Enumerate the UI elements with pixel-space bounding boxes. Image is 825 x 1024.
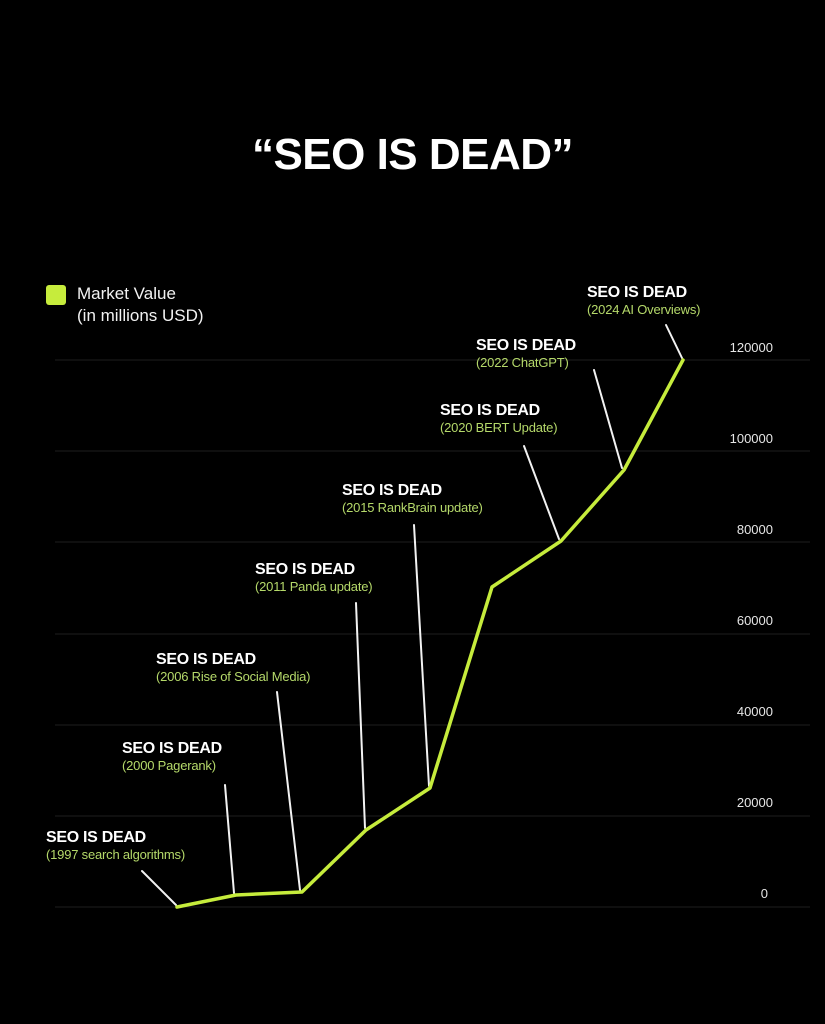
y-tick-0: 0 bbox=[760, 886, 768, 901]
y-tick-40000: 40000 bbox=[736, 704, 773, 719]
gridlines bbox=[55, 359, 810, 908]
y-tick-120000: 120000 bbox=[729, 340, 773, 355]
leader-2015 bbox=[413, 524, 430, 787]
annotation-heading: SEO IS DEAD bbox=[476, 337, 576, 354]
annotation-subtitle: (2011 Panda update) bbox=[255, 579, 373, 594]
leader-2024 bbox=[665, 324, 683, 359]
annotation-2024: SEO IS DEAD (2024 AI Overviews) bbox=[587, 284, 700, 318]
annotation-subtitle: (2020 BERT Update) bbox=[440, 420, 558, 435]
annotation-2006: SEO IS DEAD (2006 Rise of Social Media) bbox=[156, 651, 310, 685]
y-tick-60000: 60000 bbox=[736, 613, 773, 628]
leader-lines bbox=[141, 324, 683, 906]
y-tick-80000: 80000 bbox=[736, 522, 773, 537]
annotation-heading: SEO IS DEAD bbox=[156, 651, 256, 668]
annotation-2020: SEO IS DEAD (2020 BERT Update) bbox=[440, 402, 558, 436]
legend-label: Market Value (in millions USD) bbox=[77, 283, 204, 327]
leader-2000 bbox=[224, 784, 235, 894]
chart-title: “SEO IS DEAD” bbox=[251, 130, 574, 179]
leader-1997 bbox=[141, 870, 177, 906]
leader-2011 bbox=[355, 602, 366, 829]
leader-2020 bbox=[523, 445, 560, 540]
legend: Market Value (in millions USD) bbox=[46, 283, 204, 327]
legend-label-line2: (in millions USD) bbox=[77, 306, 204, 325]
annotation-heading: SEO IS DEAD bbox=[122, 740, 222, 757]
annotation-subtitle: (2006 Rise of Social Media) bbox=[156, 669, 311, 684]
y-tick-20000: 20000 bbox=[736, 795, 773, 810]
annotation-heading: SEO IS DEAD bbox=[255, 561, 355, 578]
annotation-heading: SEO IS DEAD bbox=[342, 482, 442, 499]
y-tick-100000: 100000 bbox=[729, 431, 773, 446]
annotation-heading: SEO IS DEAD bbox=[440, 402, 540, 419]
annotation-heading: SEO IS DEAD bbox=[587, 284, 687, 301]
annotation-subtitle: (2024 AI Overviews) bbox=[587, 302, 701, 317]
leader-2022 bbox=[593, 369, 623, 469]
annotation-subtitle: (2000 Pagerank) bbox=[122, 758, 216, 773]
annotation-heading: SEO IS DEAD bbox=[46, 829, 146, 846]
legend-label-line1: Market Value bbox=[77, 284, 176, 303]
legend-swatch-icon bbox=[46, 285, 66, 305]
annotation-subtitle: (2022 ChatGPT) bbox=[476, 355, 569, 370]
annotation-subtitle: (2015 RankBrain update) bbox=[342, 500, 483, 515]
annotation-2015: SEO IS DEAD (2015 RankBrain update) bbox=[342, 482, 483, 516]
leader-2006 bbox=[276, 691, 301, 891]
annotation-1997: SEO IS DEAD (1997 search algorithms) bbox=[46, 829, 185, 863]
annotation-subtitle: (1997 search algorithms) bbox=[46, 847, 185, 862]
annotation-2011: SEO IS DEAD (2011 Panda update) bbox=[255, 561, 373, 595]
annotation-2022: SEO IS DEAD (2022 ChatGPT) bbox=[476, 337, 576, 371]
market-value-line bbox=[175, 358, 685, 909]
annotation-2000: SEO IS DEAD (2000 Pagerank) bbox=[122, 740, 222, 774]
